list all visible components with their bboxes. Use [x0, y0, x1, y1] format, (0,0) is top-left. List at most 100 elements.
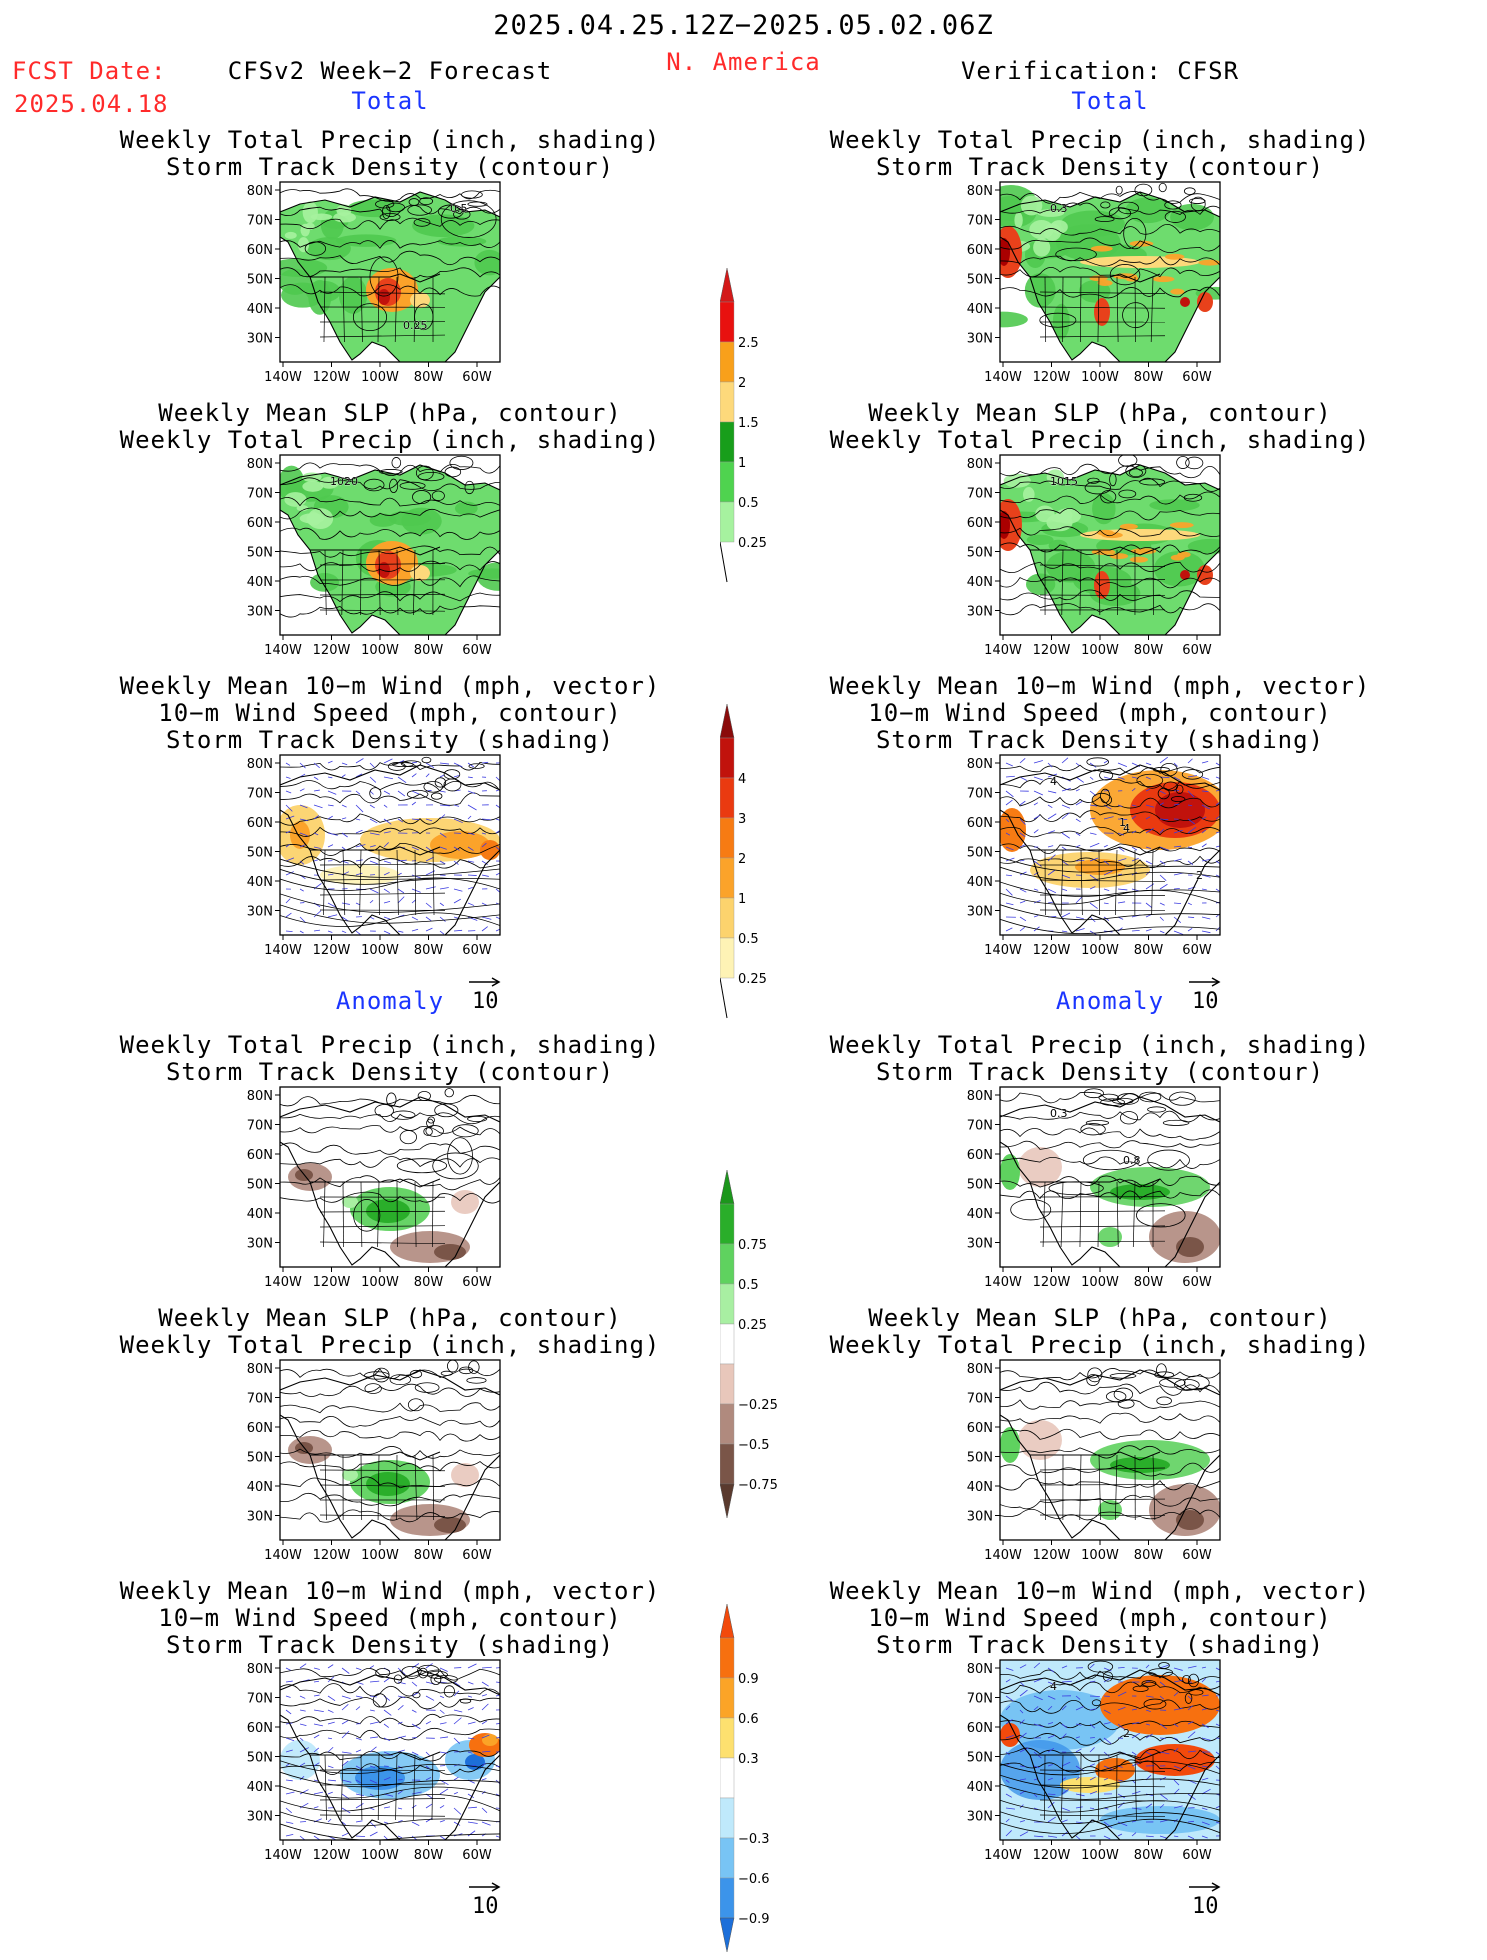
contour-value-label: 0.3: [1050, 202, 1068, 215]
lon-tick-label: 120W: [1033, 1275, 1071, 1290]
vf-total-wind-title-3: Storm Track Density (shading): [790, 726, 1410, 754]
lon-tick-label: 60W: [462, 1848, 492, 1863]
colorbar-swatch: [720, 342, 734, 382]
vf-total-vector-ref: 10: [1188, 968, 1222, 1014]
colorbar-label: 0.5: [738, 496, 759, 511]
vector-ref-arrow-icon: [468, 1882, 502, 1892]
lon-tick-label: 80W: [1134, 1275, 1164, 1290]
fc-total-wind-title-1: Weekly Mean 10−m Wind (mph, vector): [80, 672, 700, 700]
colorbar-label: 0.25: [738, 536, 767, 551]
colorbar-swatch: [720, 778, 734, 818]
lat-tick-label: 50N: [247, 1751, 273, 1766]
lat-tick-label: 50N: [967, 1178, 993, 1193]
lon-tick-label: 140W: [984, 1848, 1022, 1863]
colorbar-swatch: [720, 422, 734, 462]
colorbar-svg: 2.521.510.50.25: [720, 268, 800, 590]
lat-tick-label: 80N: [967, 1662, 993, 1677]
colorbar-swatch: [720, 302, 734, 342]
lon-tick-label: 100W: [1081, 1848, 1119, 1863]
lon-tick-label: 60W: [1182, 1548, 1212, 1563]
fc-anom-wind-title-3: Storm Track Density (shading): [80, 1631, 700, 1659]
vf-anom-wind-title-1: Weekly Mean 10−m Wind (mph, vector): [790, 1577, 1410, 1605]
colorbar-label: 0.3: [738, 1752, 759, 1767]
vf-anom-wind-title-2: 10−m Wind Speed (mph, contour): [790, 1604, 1410, 1632]
vf-anom-precip-title-1: Weekly Total Precip (inch, shading): [790, 1031, 1410, 1059]
fcst-date-label: FCST Date:: [12, 57, 167, 85]
colorbar-swatch: [720, 1638, 734, 1678]
lon-tick-label: 100W: [361, 370, 399, 385]
lon-tick-label: 80W: [1134, 370, 1164, 385]
colorbar-label: −0.25: [738, 1398, 778, 1413]
lat-tick-label: 60N: [967, 1721, 993, 1736]
vector-ref-label: 10: [1192, 1894, 1222, 1919]
colorbar-swatch: [720, 1678, 734, 1718]
contour-value-label: 1020: [330, 475, 358, 488]
colorbar-swatch: [720, 1324, 734, 1364]
contour-value-label: 0.8: [1123, 1154, 1141, 1167]
lon-tick-label: 120W: [313, 370, 351, 385]
colorbar-label: 2: [738, 376, 746, 391]
colorbar-bottom-open: [720, 978, 727, 1018]
lat-tick-label: 80N: [247, 1362, 273, 1377]
left-anomaly-label: Anomaly: [190, 987, 590, 1015]
fc-total-wind-title-3: Storm Track Density (shading): [80, 726, 700, 754]
lat-tick-label: 80N: [247, 457, 273, 472]
lon-tick-label: 120W: [313, 643, 351, 658]
lat-tick-label: 70N: [247, 487, 273, 502]
fc-anom-slp-title-2: Weekly Total Precip (inch, shading): [80, 1331, 700, 1359]
lon-tick-label: 120W: [313, 1275, 351, 1290]
lat-tick-label: 80N: [247, 757, 273, 772]
lat-tick-label: 70N: [967, 787, 993, 802]
lat-tick-label: 30N: [247, 905, 273, 920]
lat-tick-label: 50N: [967, 546, 993, 561]
lon-tick-label: 80W: [414, 943, 444, 958]
vf-total-slp-title-1: Weekly Mean SLP (hPa, contour): [790, 399, 1410, 427]
lon-tick-label: 80W: [414, 1848, 444, 1863]
fc-anom-precip-title-2: Storm Track Density (contour): [80, 1058, 700, 1086]
right-column-title: Verification: CFSR: [900, 57, 1300, 85]
lon-tick-label: 80W: [414, 1275, 444, 1290]
fc-anom-vector-ref: 10: [468, 1873, 502, 1919]
lon-tick-label: 100W: [1081, 1548, 1119, 1563]
colorbar-swatch: [720, 382, 734, 422]
lat-tick-label: 40N: [967, 875, 993, 890]
contour-value-label: 2: [1123, 1727, 1130, 1740]
fc-total-slp-title-2: Weekly Total Precip (inch, shading): [80, 426, 700, 454]
vf-anom-slp-title-1: Weekly Mean SLP (hPa, contour): [790, 1304, 1410, 1332]
colorbar-label: 0.75: [738, 1238, 767, 1253]
lat-tick-label: 50N: [967, 846, 993, 861]
lat-tick-label: 30N: [967, 605, 993, 620]
lat-tick-label: 30N: [247, 332, 273, 347]
lat-tick-label: 60N: [247, 243, 273, 258]
colorbar-swatch: [720, 1244, 734, 1284]
lon-tick-label: 80W: [414, 1548, 444, 1563]
lat-tick-label: 80N: [967, 457, 993, 472]
period-title: 2025.04.25.12Z−2025.05.02.06Z: [0, 10, 1487, 41]
vector-ref-arrow-icon: [1188, 977, 1222, 987]
lat-tick-label: 50N: [967, 273, 993, 288]
colorbar-swatch: [720, 1798, 734, 1838]
lon-tick-label: 80W: [1134, 943, 1164, 958]
colorbar-label: 0.5: [738, 1278, 759, 1293]
lon-tick-label: 100W: [361, 1275, 399, 1290]
lat-tick-label: 80N: [967, 184, 993, 199]
lon-tick-label: 120W: [1033, 1548, 1071, 1563]
lat-tick-label: 30N: [247, 1810, 273, 1825]
colorbar-swatch: [720, 1838, 734, 1878]
lat-tick-label: 40N: [247, 575, 273, 590]
lon-tick-label: 60W: [462, 370, 492, 385]
lon-tick-label: 140W: [264, 1848, 302, 1863]
lon-tick-label: 60W: [1182, 1275, 1212, 1290]
lat-tick-label: 60N: [247, 816, 273, 831]
